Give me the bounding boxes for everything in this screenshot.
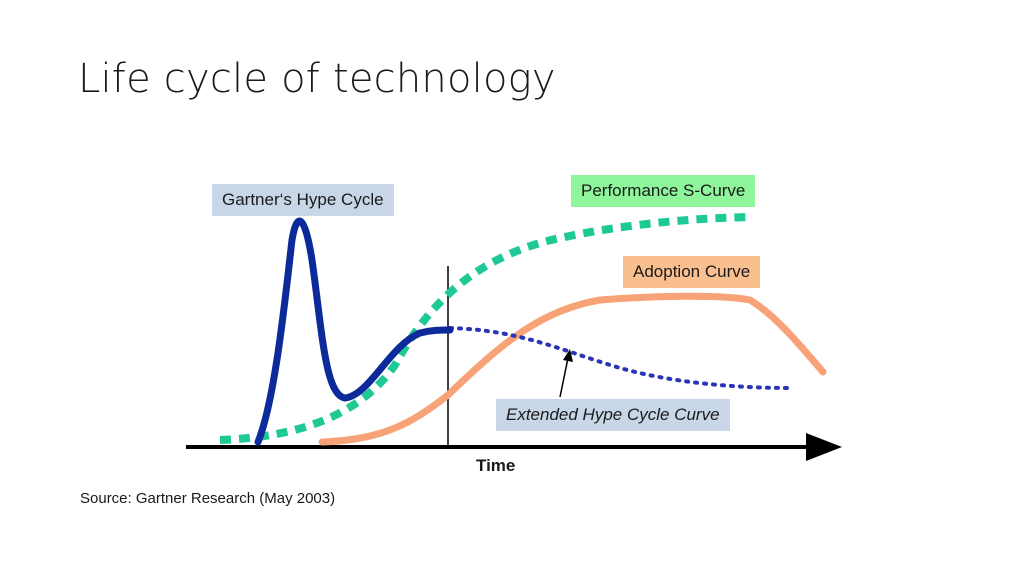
time-axis-arrowhead	[806, 433, 842, 461]
performance-s-curve	[219, 213, 753, 444]
extended-hype-cycle-label: Extended Hype Cycle Curve	[496, 399, 730, 431]
adoption-curve-label: Adoption Curve	[623, 256, 761, 288]
gartner-hype-cycle-curve	[254, 217, 454, 446]
extended-hype-pointer-line	[559, 357, 569, 398]
x-axis-label: Time	[476, 456, 516, 475]
performance-s-curve-label: Performance S-Curve	[571, 175, 756, 207]
adoption-curve	[318, 292, 827, 446]
source-note: Source: Gartner Research (May 2003)	[80, 490, 336, 507]
slide-title: Life cycle of technology	[78, 56, 556, 102]
extended-hype-cycle-curve	[448, 326, 794, 390]
hype-cycle-label: Gartner‘s Hype Cycle	[212, 184, 394, 216]
extended-hype-pointer-arrowhead	[563, 349, 573, 362]
